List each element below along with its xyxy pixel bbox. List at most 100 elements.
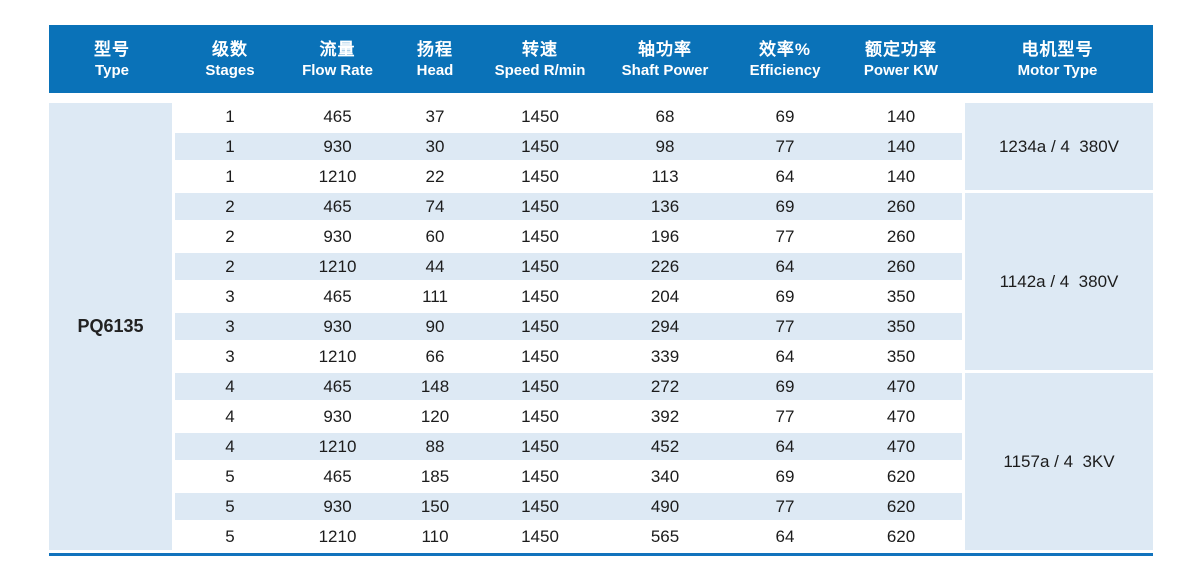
cell-flow: 465 — [285, 463, 390, 493]
col-header-type: 型号 Type — [49, 25, 175, 103]
cell-stages: 2 — [175, 223, 285, 253]
cell-eff: 69 — [730, 373, 840, 403]
cell-shaft: 565 — [600, 523, 730, 553]
cell-stages: 1 — [175, 133, 285, 163]
col-header-flow-rate-zh: 流量 — [319, 39, 356, 59]
col-header-efficiency: 效率% Efficiency — [730, 25, 840, 103]
col-header-type-zh: 型号 — [94, 39, 130, 59]
cell-speed: 1450 — [480, 163, 600, 193]
cell-eff: 64 — [730, 343, 840, 373]
cell-eff: 77 — [730, 403, 840, 433]
cell-speed: 1450 — [480, 313, 600, 343]
cell-power: 470 — [840, 403, 962, 433]
cell-eff: 69 — [730, 103, 840, 133]
cell-eff: 64 — [730, 253, 840, 283]
cell-power: 140 — [840, 103, 962, 133]
cell-head: 111 — [390, 283, 480, 313]
motor-type-cell: 1157a / 4 3KV — [962, 373, 1153, 553]
cell-head: 120 — [390, 403, 480, 433]
cell-stages: 2 — [175, 253, 285, 283]
cell-speed: 1450 — [480, 463, 600, 493]
cell-speed: 1450 — [480, 343, 600, 373]
cell-speed: 1450 — [480, 133, 600, 163]
cell-shaft: 136 — [600, 193, 730, 223]
cell-speed: 1450 — [480, 403, 600, 433]
pump-type-cell: PQ6135 — [49, 103, 175, 553]
col-header-power-kw-en: Power KW — [863, 62, 939, 80]
col-header-speed: 转速 Speed R/min — [480, 25, 600, 103]
table-row: 5 930 150 1450 490 77 620 — [49, 493, 1153, 523]
cell-head: 90 — [390, 313, 480, 343]
col-header-speed-zh: 转速 — [522, 39, 558, 59]
cell-eff: 64 — [730, 523, 840, 553]
cell-flow: 930 — [285, 313, 390, 343]
table-row: 4 465 148 1450 272 69 470 1157a / 4 3KV — [49, 373, 1153, 553]
col-header-head-zh: 扬程 — [417, 39, 453, 59]
col-header-shaft-power-zh: 轴功率 — [638, 39, 692, 59]
cell-eff: 77 — [730, 313, 840, 343]
cell-speed: 1450 — [480, 253, 600, 283]
cell-head: 148 — [390, 373, 480, 403]
col-header-shaft-power-en: Shaft Power — [621, 62, 709, 80]
col-header-efficiency-en: Efficiency — [749, 62, 821, 80]
cell-speed: 1450 — [480, 433, 600, 463]
table-row: 4 1210 88 1450 452 64 470 — [49, 433, 1153, 463]
cell-power: 260 — [840, 253, 962, 283]
cell-power: 350 — [840, 313, 962, 343]
motor-type-cell: 1234a / 4 380V — [962, 103, 1153, 193]
cell-eff: 69 — [730, 283, 840, 313]
cell-stages: 3 — [175, 343, 285, 373]
cell-flow: 465 — [285, 103, 390, 133]
cell-speed: 1450 — [480, 223, 600, 253]
col-header-type-en: Type — [95, 62, 129, 80]
table-body: PQ6135 1 465 37 1450 68 69 140 1234a / 4 380V 1 93… — [49, 103, 1153, 553]
cell-head: 74 — [390, 193, 480, 223]
col-header-power-kw-zh: 额定功率 — [865, 39, 937, 59]
cell-shaft: 339 — [600, 343, 730, 373]
cell-stages: 3 — [175, 283, 285, 313]
cell-head: 110 — [390, 523, 480, 553]
cell-head: 44 — [390, 253, 480, 283]
table-row: 5 1210 110 1450 565 64 620 — [49, 523, 1153, 553]
cell-power: 260 — [840, 193, 962, 223]
cell-flow: 930 — [285, 223, 390, 253]
cell-speed: 1450 — [480, 493, 600, 523]
cell-power: 140 — [840, 163, 962, 193]
cell-stages: 4 — [175, 403, 285, 433]
table-row: 1 1210 22 1450 113 64 140 — [49, 163, 1153, 193]
cell-power: 350 — [840, 283, 962, 313]
cell-head: 37 — [390, 103, 480, 133]
pump-spec-table: 型号 Type 级数 Stages 流量 Flow Rate 扬程 Head 转… — [49, 25, 1153, 556]
cell-shaft: 392 — [600, 403, 730, 433]
cell-eff: 77 — [730, 133, 840, 163]
table-header: 型号 Type 级数 Stages 流量 Flow Rate 扬程 Head 转… — [49, 25, 1153, 103]
cell-speed: 1450 — [480, 283, 600, 313]
table-row: 1 930 30 1450 98 77 140 — [49, 133, 1153, 163]
cell-flow: 1210 — [285, 343, 390, 373]
table-row: 3 1210 66 1450 339 64 350 — [49, 343, 1153, 373]
cell-flow: 930 — [285, 403, 390, 433]
cell-power: 620 — [840, 463, 962, 493]
cell-shaft: 490 — [600, 493, 730, 523]
cell-speed: 1450 — [480, 103, 600, 133]
cell-shaft: 98 — [600, 133, 730, 163]
cell-flow: 465 — [285, 373, 390, 403]
cell-stages: 5 — [175, 523, 285, 553]
cell-head: 22 — [390, 163, 480, 193]
cell-eff: 77 — [730, 493, 840, 523]
cell-speed: 1450 — [480, 373, 600, 403]
col-header-speed-en: Speed R/min — [494, 62, 586, 80]
cell-flow: 1210 — [285, 433, 390, 463]
cell-stages: 4 — [175, 373, 285, 403]
cell-eff: 69 — [730, 463, 840, 493]
cell-eff: 64 — [730, 163, 840, 193]
cell-power: 350 — [840, 343, 962, 373]
col-header-flow-rate: 流量 Flow Rate — [285, 25, 390, 103]
col-header-flow-rate-en: Flow Rate — [302, 62, 373, 80]
cell-stages: 4 — [175, 433, 285, 463]
cell-shaft: 452 — [600, 433, 730, 463]
col-header-stages: 级数 Stages — [175, 25, 285, 103]
col-header-head: 扬程 Head — [390, 25, 480, 103]
cell-stages: 3 — [175, 313, 285, 343]
